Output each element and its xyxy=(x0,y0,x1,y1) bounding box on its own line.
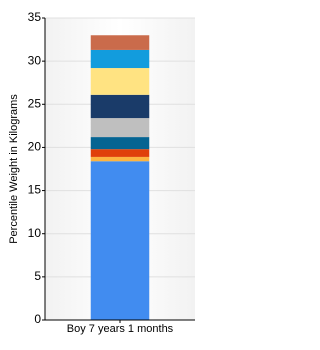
y-tick-label: 35 xyxy=(28,10,42,24)
bar-segment xyxy=(90,137,150,150)
chart: Percentile Weight in Kilograms 0 5 10 15 20 2… xyxy=(8,10,195,335)
bar-segment xyxy=(90,35,150,50)
bar-segment xyxy=(90,94,150,119)
y-axis-label: Percentile Weight in Kilograms xyxy=(8,94,20,244)
y-tick-label: 10 xyxy=(28,226,42,240)
bar-segment xyxy=(90,149,150,157)
bar-segment xyxy=(90,49,150,69)
y-tick-label: 5 xyxy=(34,269,41,283)
x-tick-label: Boy 7 years 1 months xyxy=(67,323,174,335)
y-tick-label: 20 xyxy=(28,140,42,154)
y-tick-label: 0 xyxy=(34,312,41,326)
bar-segment xyxy=(90,118,150,138)
bar-segment xyxy=(90,156,150,162)
y-tick-label: 15 xyxy=(28,183,42,197)
y-tick-label: 25 xyxy=(28,96,42,110)
plot xyxy=(45,17,195,320)
bar-segment xyxy=(90,68,150,95)
y-tick-label: 30 xyxy=(28,53,42,67)
bar-segment xyxy=(90,161,150,320)
